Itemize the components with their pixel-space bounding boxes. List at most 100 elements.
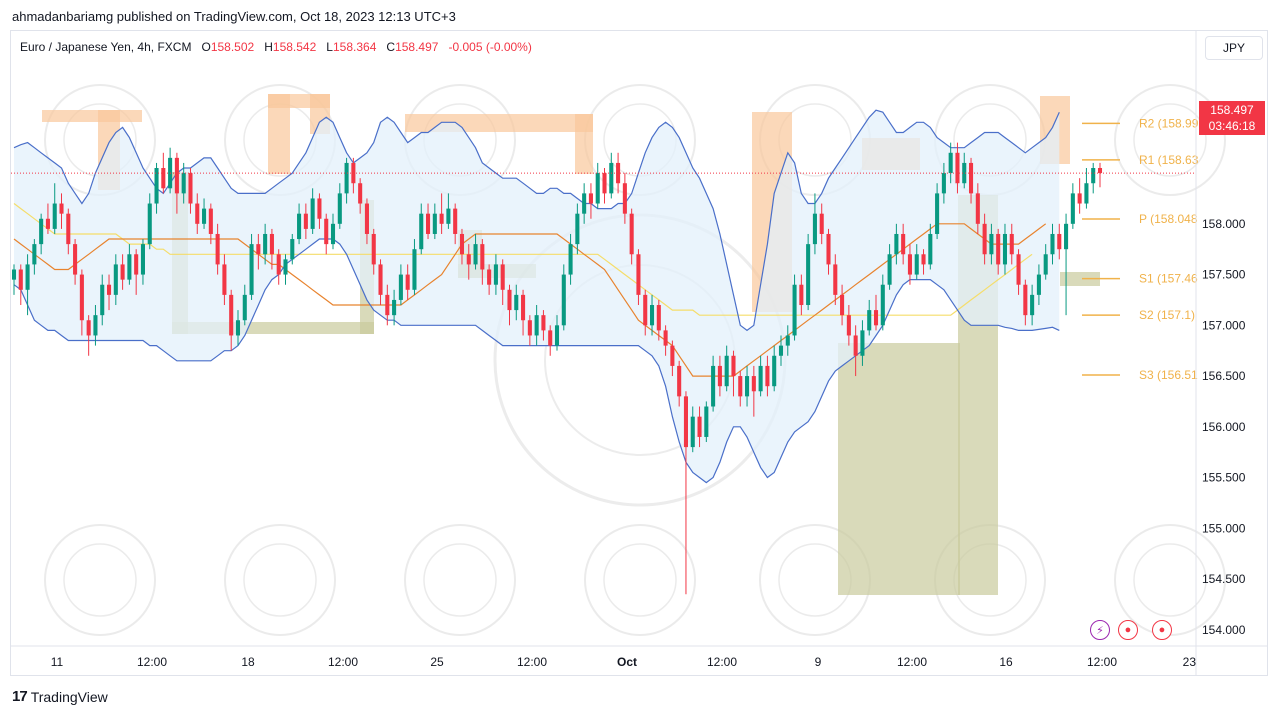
candle-body bbox=[846, 315, 851, 336]
candle-body bbox=[1036, 274, 1041, 295]
candle-body bbox=[792, 284, 797, 336]
pivot-label: P (158.048 bbox=[1139, 212, 1198, 226]
candle-body bbox=[466, 254, 471, 265]
open-value: 158.502 bbox=[210, 40, 255, 54]
candle-body bbox=[962, 162, 967, 184]
ma-yellow-line bbox=[13, 203, 1033, 316]
time-tick-label: 12:00 bbox=[137, 655, 167, 669]
candle-body bbox=[819, 213, 824, 234]
candle-body bbox=[1070, 193, 1075, 224]
candle-body bbox=[100, 284, 105, 316]
price-tick-label: 156.500 bbox=[1202, 369, 1246, 383]
record-icon[interactable]: ● bbox=[1152, 620, 1172, 640]
candle-body bbox=[310, 198, 315, 229]
candle-body bbox=[697, 416, 702, 437]
pivot-label: S3 (156.51 bbox=[1139, 368, 1198, 382]
candle-body bbox=[554, 325, 560, 346]
time-tick-label: 11 bbox=[51, 655, 64, 669]
bollinger-fill bbox=[14, 110, 1060, 483]
candle-body bbox=[1077, 193, 1082, 204]
candle-body bbox=[636, 254, 641, 295]
candle-body bbox=[602, 173, 607, 194]
candle-body bbox=[785, 335, 790, 346]
candle-body bbox=[799, 284, 804, 306]
candle-body bbox=[303, 213, 308, 229]
price-zone bbox=[838, 343, 960, 595]
candle-body bbox=[955, 152, 960, 184]
candle-body bbox=[772, 355, 777, 387]
candle-body bbox=[989, 233, 994, 255]
candle-body bbox=[656, 305, 661, 331]
candle-body bbox=[439, 213, 444, 224]
candle-body bbox=[935, 193, 940, 234]
pivot-labels-layer: R2 (158.99 R1 (158.63 P (158.048 S1 (157.46… bbox=[1139, 116, 1199, 382]
watermark-ring bbox=[584, 524, 696, 636]
candle-body bbox=[534, 315, 539, 336]
candle-body bbox=[113, 264, 118, 295]
candle-body bbox=[371, 233, 376, 265]
record-icon[interactable]: ● bbox=[1118, 620, 1138, 640]
low-value: 158.364 bbox=[332, 40, 377, 54]
candle-body bbox=[745, 376, 750, 397]
candle-body bbox=[1023, 284, 1028, 316]
price-zone bbox=[42, 110, 142, 122]
candle-body bbox=[941, 173, 946, 194]
candle-body bbox=[419, 213, 424, 250]
candle-body bbox=[392, 299, 397, 316]
candle-body bbox=[751, 376, 756, 392]
candle-body bbox=[969, 162, 974, 194]
time-axis[interactable]: 11 12:00 18 12:00 25 12:00 Oct 12:00 9 12:00 16 12:… bbox=[51, 655, 1197, 669]
candle-body bbox=[154, 168, 159, 204]
candle-body bbox=[500, 264, 505, 290]
chart-event-icons: ⚡ ● ● bbox=[1090, 620, 1172, 640]
footer-brand[interactable]: 17 TradingView bbox=[12, 688, 108, 705]
candle-body bbox=[459, 233, 465, 255]
candle-body bbox=[269, 233, 274, 255]
candle-body bbox=[629, 213, 634, 255]
candle-body bbox=[996, 233, 1001, 265]
candle-body bbox=[826, 233, 831, 265]
candle-body bbox=[948, 152, 953, 174]
candle-body bbox=[724, 355, 729, 387]
candle-body bbox=[453, 208, 458, 234]
candle-body bbox=[256, 244, 261, 255]
candle-body bbox=[548, 330, 553, 346]
candle-body bbox=[140, 244, 145, 275]
candle-body bbox=[622, 183, 627, 214]
candle-body bbox=[45, 218, 50, 229]
candle-body bbox=[127, 254, 132, 280]
price-axis[interactable]: 154.000 154.500 155.000 155.500 156.000 156.5… bbox=[1202, 217, 1246, 637]
watermark-ring bbox=[603, 543, 677, 617]
candle-body bbox=[32, 244, 37, 265]
watermark-ring bbox=[404, 524, 516, 636]
pivot-label: R2 (158.99 bbox=[1139, 116, 1199, 130]
candle-body bbox=[914, 254, 919, 275]
candle-body bbox=[867, 310, 872, 331]
candle-body bbox=[894, 233, 899, 255]
candle-body bbox=[568, 244, 573, 275]
candle-body bbox=[202, 208, 207, 224]
symbol-legend: Euro / Japanese Yen, 4h, FXCM O158.502 H… bbox=[20, 40, 532, 54]
pivot-label: S2 (157.1) bbox=[1139, 308, 1195, 322]
watermark-ring bbox=[44, 524, 156, 636]
high-value: 158.542 bbox=[272, 40, 317, 54]
candle-body bbox=[595, 173, 600, 204]
currency-button[interactable]: JPY bbox=[1205, 36, 1263, 60]
candle-body bbox=[690, 416, 695, 448]
candle-body bbox=[643, 294, 648, 326]
candle-body bbox=[1050, 233, 1055, 255]
lightning-icon[interactable]: ⚡ bbox=[1090, 620, 1110, 640]
watermark-ring bbox=[243, 543, 317, 617]
candle-body bbox=[66, 213, 71, 245]
candle-body bbox=[283, 259, 288, 275]
candle-body bbox=[683, 396, 688, 448]
candle-body bbox=[514, 294, 519, 311]
candle-body bbox=[480, 244, 485, 270]
candle-body bbox=[860, 330, 865, 356]
candle-body bbox=[1084, 183, 1089, 204]
time-tick-label: 12:00 bbox=[707, 655, 737, 669]
candle-body bbox=[575, 213, 580, 245]
candle-body bbox=[717, 365, 722, 387]
price-tick-label: 155.000 bbox=[1202, 521, 1246, 535]
